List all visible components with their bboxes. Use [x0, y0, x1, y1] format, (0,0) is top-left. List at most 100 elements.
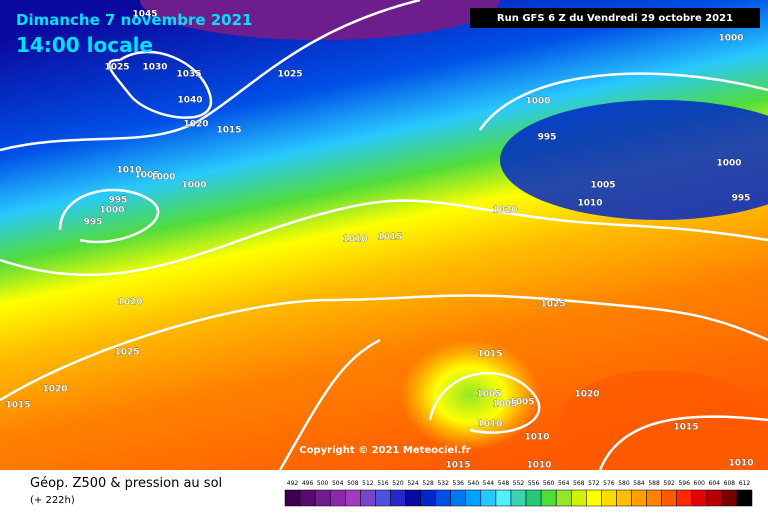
isobar-label: 1040	[177, 96, 202, 106]
run-label: Run GFS 6 Z du Vendredi 29 octobre 2021	[497, 13, 733, 24]
isobar-label: 995	[538, 133, 557, 143]
legend-title: Géop. Z500 & pression au sol	[30, 476, 222, 491]
scale-cell	[360, 489, 376, 507]
scale-label: 568	[573, 480, 585, 487]
isobar-label: 1010	[577, 199, 602, 209]
scale-label: 524	[407, 480, 419, 487]
scale-cell	[480, 489, 497, 507]
scale-cell	[284, 489, 301, 507]
isobar	[478, 72, 768, 131]
isobar-label: 1015	[216, 126, 241, 136]
scale-label: 600	[694, 480, 706, 487]
copyright: Copyright © 2021 Meteociel.fr	[299, 445, 470, 456]
isobar-label: 995	[109, 196, 128, 206]
isobar-label: 1035	[176, 70, 201, 80]
isobar-label: 1015	[377, 233, 402, 243]
scale-cell	[329, 489, 346, 507]
isobar-label: 1025	[114, 348, 139, 358]
scale-cell	[390, 489, 406, 507]
scale-cell	[465, 489, 482, 507]
scale-label: 596	[678, 480, 690, 487]
scale-label: 564	[558, 480, 570, 487]
scale-label: 516	[377, 480, 389, 487]
date-label: Dimanche 7 novembre 2021	[16, 11, 253, 29]
scale-label: 580	[618, 480, 630, 487]
isobar-label: 1025	[277, 70, 302, 80]
run-box	[470, 8, 760, 28]
isobar-label: 1015	[445, 461, 470, 471]
isobar-label: 1020	[42, 385, 67, 395]
scale-label: 528	[422, 480, 434, 487]
scale-cell	[510, 489, 527, 507]
scale-cell	[345, 489, 361, 507]
scale-cell	[405, 489, 421, 507]
isobar-label: 1020	[183, 120, 208, 130]
scale-label: 552	[513, 480, 525, 487]
trough-east	[500, 100, 768, 220]
isobar-label: 1005	[492, 400, 517, 410]
isobar-label: 1010	[526, 461, 551, 471]
isobar-label: 1005	[134, 171, 159, 181]
isobar-label: 1015	[477, 350, 502, 360]
isobar	[278, 338, 381, 471]
scale-label: 592	[663, 480, 675, 487]
scale-label: 508	[347, 480, 359, 487]
isobar-label: 1015	[5, 401, 30, 411]
isobar-label: 1020	[574, 390, 599, 400]
isobar	[0, 294, 768, 402]
isobar	[598, 415, 768, 471]
legend-lead: (+ 222h)	[30, 495, 75, 506]
scale-cell	[736, 489, 753, 507]
scale-label: 492	[287, 480, 299, 487]
scale-cell	[721, 489, 738, 507]
scale-label: 560	[543, 480, 555, 487]
isobar-label: 1010	[342, 235, 367, 245]
isobar-label: 1025	[540, 300, 565, 310]
isobar-label: 1025	[104, 63, 129, 73]
isobar-label: 1010	[524, 433, 549, 443]
scale-cell	[631, 489, 647, 507]
isobar-label: 1000	[525, 97, 550, 107]
scale-label: 532	[437, 480, 449, 487]
scale-cell	[525, 489, 542, 507]
scale-label: 504	[332, 480, 344, 487]
scale-cell	[299, 489, 316, 507]
isobar	[0, 199, 768, 277]
scale-cell	[706, 489, 723, 507]
scale-cell	[540, 489, 557, 507]
isobar	[0, 0, 421, 152]
isobar-label: 1005	[509, 398, 534, 408]
scale-label: 540	[468, 480, 480, 487]
scale-cell	[420, 489, 436, 507]
scale-cell	[646, 489, 662, 507]
isobar-label: 1005	[590, 181, 615, 191]
scale-label: 584	[633, 480, 645, 487]
isobar-label: 1000	[181, 181, 206, 191]
scale-cell	[495, 489, 512, 507]
scale-label: 604	[709, 480, 721, 487]
scale-cell	[691, 489, 708, 507]
isobars	[0, 0, 768, 470]
scale-cell	[435, 489, 451, 507]
isobar-label: 995	[84, 218, 103, 228]
isobar-label: 1000	[718, 34, 743, 44]
isobar	[58, 188, 160, 244]
scale-label: 612	[739, 480, 751, 487]
isobar	[108, 50, 213, 119]
isobar-label: 1045	[132, 10, 157, 20]
scale-label: 556	[528, 480, 540, 487]
scale-label: 576	[603, 480, 615, 487]
scale-cell	[555, 489, 572, 507]
color-scale: 492 496 500 504 508 512 516 520 524 528 532 536 540 5…	[284, 480, 753, 507]
isobar-label: 1010	[477, 420, 502, 430]
scale-label: 520	[392, 480, 404, 487]
isobar-label: 1020	[492, 206, 517, 216]
scale-cell	[375, 489, 391, 507]
isobar-label: 1010	[728, 459, 753, 469]
isobar-label: 1005	[476, 390, 501, 400]
scale-cell	[314, 489, 331, 507]
scale-cell	[450, 489, 467, 507]
isobar-label: 1000	[99, 206, 124, 216]
